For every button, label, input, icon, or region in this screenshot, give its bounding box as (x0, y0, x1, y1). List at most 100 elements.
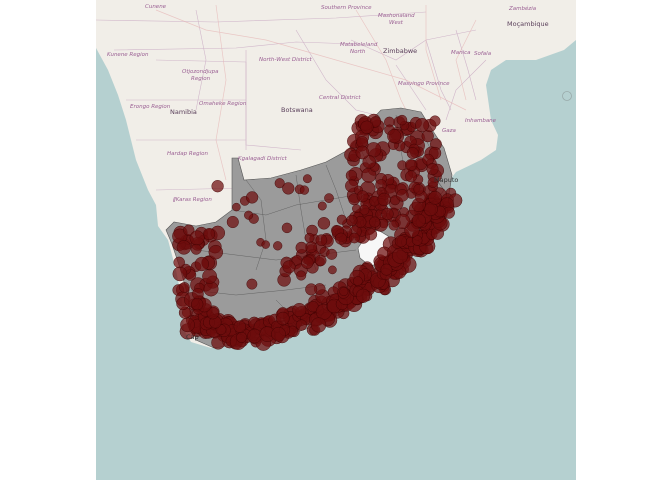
point-marker (336, 214, 347, 225)
label-kunene-region: Kunene Region (107, 52, 149, 58)
location-ring-icon (562, 91, 572, 101)
label-otjozondjupa-2: Region (191, 76, 211, 82)
point-markers (172, 113, 463, 351)
label-inhambane: Inhambane (465, 118, 497, 124)
point-marker (411, 213, 426, 228)
point-marker (194, 256, 209, 272)
point-marker (292, 303, 307, 318)
point-marker (226, 215, 239, 228)
point-marker (377, 192, 391, 207)
point-marker (315, 234, 328, 246)
point-marker (317, 217, 331, 230)
point-marker (176, 240, 192, 255)
point-marker (244, 210, 254, 220)
point-marker (387, 129, 402, 144)
label-cunene: Cunene (145, 4, 167, 10)
point-marker (274, 178, 285, 189)
label-masvingo-province: Masvingo Province (398, 81, 450, 87)
point-marker (173, 256, 185, 269)
point-marker (190, 243, 202, 255)
point-marker (203, 281, 219, 297)
point-marker (345, 169, 358, 182)
point-marker (388, 220, 399, 231)
point-marker (356, 190, 369, 203)
label-botswana: Botswana (281, 106, 313, 114)
point-marker (206, 306, 220, 320)
point-marker (369, 216, 381, 228)
point-marker (179, 282, 190, 293)
point-marker (406, 147, 419, 160)
point-marker (233, 320, 247, 333)
point-marker (364, 228, 378, 241)
label-maputo: Maputo (434, 176, 458, 184)
point-marker (392, 247, 409, 264)
point-marker (356, 288, 371, 303)
point-marker (339, 287, 349, 297)
point-marker (281, 222, 293, 234)
label-otjozondjupa-1: Otjozondjupa (182, 69, 219, 75)
label-cape-town: Cap (186, 333, 199, 341)
label-mashonaland-1: Mashonaland (378, 13, 415, 19)
point-marker (261, 240, 270, 249)
point-marker (304, 232, 315, 243)
point-marker (305, 283, 318, 296)
point-marker (429, 115, 441, 127)
point-marker (236, 331, 248, 343)
point-marker (189, 230, 205, 246)
map-canvas[interactable]: Cunene Southern Province Mashonaland Wes… (96, 0, 576, 480)
point-marker (334, 232, 347, 245)
point-marker (360, 120, 374, 134)
label-north-west-district: North-West District (259, 57, 312, 63)
label-manica: Manica (451, 50, 471, 56)
point-marker (247, 328, 262, 344)
label-omaheke-region: Omaheke Region (199, 101, 247, 107)
point-marker (295, 241, 308, 254)
label-gaza: Gaza (442, 128, 457, 134)
point-marker (271, 326, 286, 342)
point-marker (203, 228, 216, 241)
point-marker (211, 180, 224, 193)
label-mocambique: Moçambique (507, 20, 549, 28)
label-kgalagadi-district: Kgalagadi District (238, 156, 288, 162)
point-marker (349, 232, 360, 244)
point-marker (381, 207, 394, 221)
map-labels: Cunene Southern Province Mashonaland Wes… (107, 4, 549, 341)
point-marker (246, 278, 258, 290)
point-marker (180, 317, 195, 333)
point-marker (314, 254, 327, 267)
point-marker (427, 177, 439, 188)
point-marker (311, 317, 327, 333)
map-frame[interactable]: Cunene Southern Province Mashonaland Wes… (96, 0, 576, 480)
point-marker (380, 263, 393, 276)
label-zambezia: Zambézia (508, 5, 537, 12)
point-marker (428, 190, 442, 205)
point-marker (299, 185, 310, 195)
point-marker (328, 265, 337, 275)
label-karas-region: ǁKaras Region (173, 197, 212, 203)
point-marker (301, 256, 314, 269)
point-marker (415, 118, 430, 133)
point-marker (346, 214, 358, 227)
point-marker (183, 224, 195, 236)
point-marker (362, 155, 376, 169)
point-marker (276, 311, 290, 326)
label-central-district: Central District (319, 95, 361, 101)
label-sofala: Sofala (474, 51, 492, 57)
point-marker (273, 241, 283, 251)
point-marker (396, 189, 409, 202)
label-mashonaland-2: West (389, 20, 404, 26)
point-marker (413, 183, 425, 195)
point-marker (317, 201, 327, 211)
admin-borders (96, 9, 487, 191)
point-marker (191, 298, 204, 311)
point-marker (302, 174, 312, 184)
point-marker (246, 191, 259, 204)
label-zimbabwe: Zimbabwe (383, 47, 417, 55)
point-marker (394, 235, 407, 248)
label-namibia: Namibia (170, 108, 197, 116)
label-southern-province: Southern Province (321, 5, 372, 11)
point-marker (405, 170, 417, 183)
point-marker (355, 145, 370, 160)
point-marker (202, 268, 218, 284)
point-marker (208, 244, 224, 260)
